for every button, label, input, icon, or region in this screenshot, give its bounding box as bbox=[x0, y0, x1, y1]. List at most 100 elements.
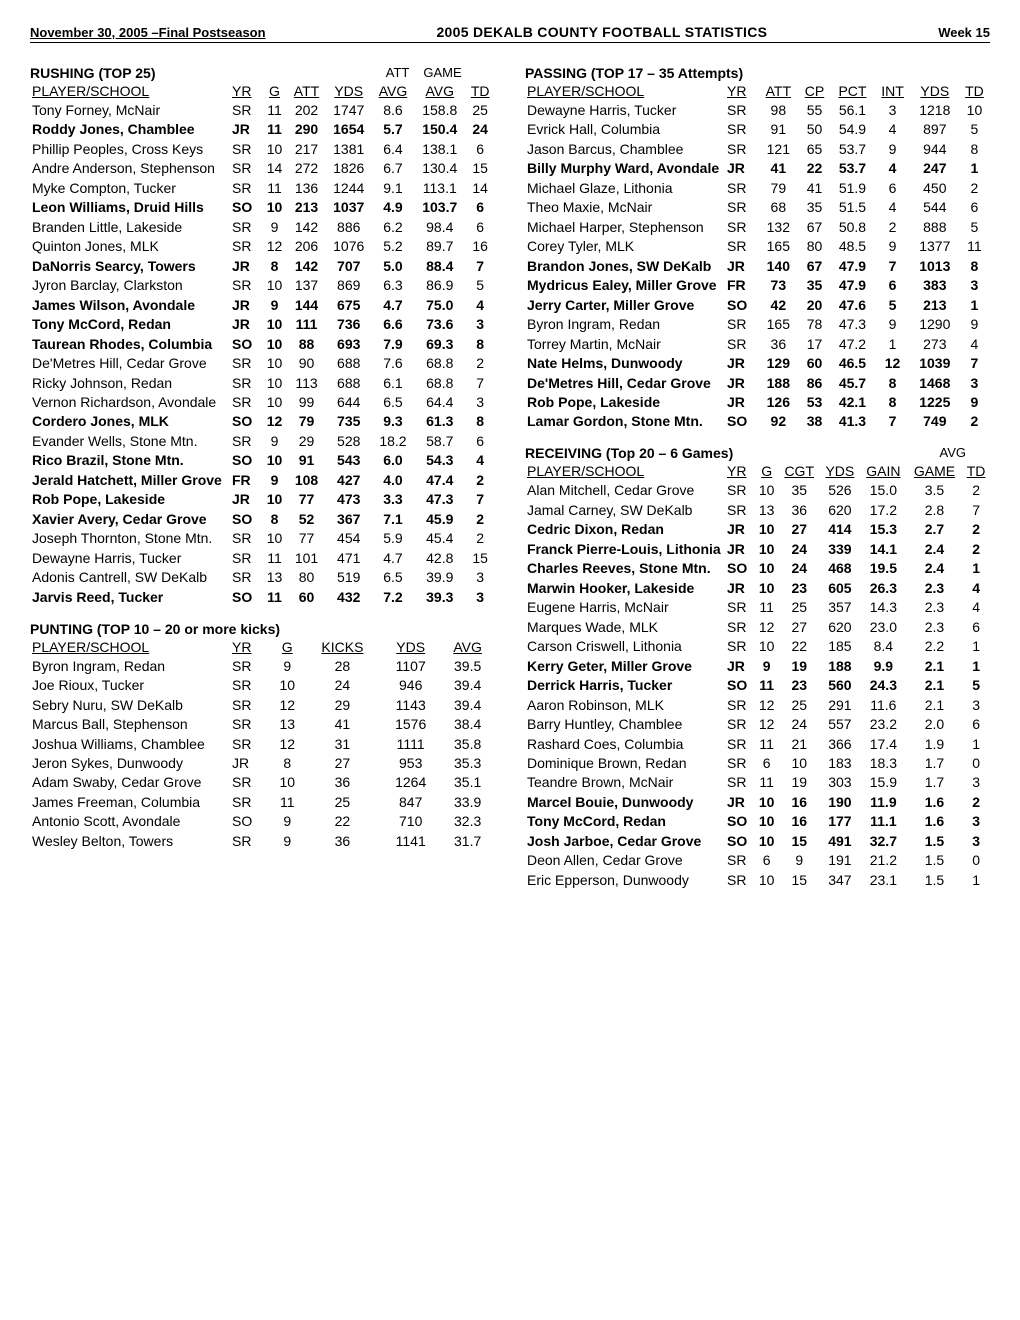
col-yr: YR bbox=[230, 82, 262, 100]
table-cell: SR bbox=[230, 792, 271, 811]
col-yds: YDS bbox=[326, 82, 372, 100]
table-cell: 4.0 bbox=[372, 470, 415, 489]
table-cell: 3 bbox=[962, 695, 990, 714]
table-cell: Byron Ingram, Redan bbox=[30, 656, 230, 675]
table-cell: Derrick Harris, Tucker bbox=[525, 676, 725, 695]
col-att: ATT bbox=[287, 82, 325, 100]
table-cell: 48.5 bbox=[831, 237, 875, 256]
table-row: Torrey Martin, McNairSR361747.212734 bbox=[525, 334, 990, 353]
table-cell: JR bbox=[725, 256, 758, 275]
table-cell: 47.3 bbox=[414, 490, 465, 509]
table-cell: SR bbox=[725, 139, 758, 158]
col-td: TD bbox=[962, 462, 990, 480]
table-cell: 10 bbox=[755, 870, 779, 889]
table-cell: 2 bbox=[465, 354, 495, 373]
table-cell: 158.8 bbox=[414, 100, 465, 119]
header-bar: November 30, 2005 –Final Postseason 2005… bbox=[30, 24, 990, 43]
table-cell: 2.0 bbox=[907, 715, 962, 734]
table-cell: 10 bbox=[755, 831, 779, 850]
table-row: James Wilson, AvondaleJR91446754.775.04 bbox=[30, 295, 495, 314]
table-cell: 1.7 bbox=[907, 773, 962, 792]
table-cell: Billy Murphy Ward, Avondale bbox=[525, 159, 725, 178]
table-cell: 88 bbox=[287, 334, 325, 353]
table-row: Myke Compton, TuckerSR1113612449.1113.11… bbox=[30, 178, 495, 197]
table-cell: 2 bbox=[962, 520, 990, 539]
table-cell: 291 bbox=[820, 695, 860, 714]
table-cell: 51.9 bbox=[831, 178, 875, 197]
table-cell: Eugene Harris, McNair bbox=[525, 598, 725, 617]
table-cell: 6 bbox=[874, 178, 910, 197]
table-cell: 150.4 bbox=[414, 120, 465, 139]
table-cell: Aaron Robinson, MLK bbox=[525, 695, 725, 714]
table-cell: James Wilson, Avondale bbox=[30, 295, 230, 314]
table-cell: 6.3 bbox=[372, 276, 415, 295]
table-cell: 1.5 bbox=[907, 851, 962, 870]
table-cell: 3 bbox=[465, 568, 495, 587]
table-cell: 675 bbox=[326, 295, 372, 314]
table-cell: 79 bbox=[758, 178, 798, 197]
table-cell: Joe Rioux, Tucker bbox=[30, 676, 230, 695]
table-cell: 1111 bbox=[381, 734, 440, 753]
table-cell: 620 bbox=[820, 617, 860, 636]
table-cell: 6 bbox=[962, 715, 990, 734]
table-cell: 7 bbox=[874, 256, 910, 275]
table-cell: 12 bbox=[262, 237, 288, 256]
table-cell: 15 bbox=[465, 159, 495, 178]
table-cell: Phillip Peoples, Cross Keys bbox=[30, 139, 230, 158]
col-gain: GAIN bbox=[860, 462, 907, 480]
table-row: Rob Pope, LakesideJR10774733.347.37 bbox=[30, 490, 495, 509]
table-cell: Jason Barcus, Chamblee bbox=[525, 139, 725, 158]
table-cell: 41 bbox=[798, 178, 830, 197]
table-cell: Barry Huntley, Chamblee bbox=[525, 715, 725, 734]
table-cell: 953 bbox=[381, 753, 440, 772]
table-cell: 869 bbox=[326, 276, 372, 295]
table-cell: 5 bbox=[465, 276, 495, 295]
table-cell: 53.7 bbox=[831, 139, 875, 158]
col-g: G bbox=[262, 82, 288, 100]
table-cell: 0 bbox=[962, 753, 990, 772]
table-cell: 3 bbox=[465, 393, 495, 412]
table-cell: 10 bbox=[262, 490, 288, 509]
table-cell: 25 bbox=[779, 598, 820, 617]
table-cell: 11.1 bbox=[860, 812, 907, 831]
table-cell: 21 bbox=[779, 734, 820, 753]
table-cell: 27 bbox=[304, 753, 381, 772]
table-row: Dominique Brown, RedanSR61018318.31.70 bbox=[525, 753, 990, 772]
table-cell: 55 bbox=[798, 100, 830, 119]
table-cell: JR bbox=[230, 295, 262, 314]
table-cell: Branden Little, Lakeside bbox=[30, 217, 230, 236]
table-cell: 6.6 bbox=[372, 315, 415, 334]
table-cell: 10 bbox=[271, 676, 304, 695]
table-cell: Michael Harper, Stephenson bbox=[525, 217, 725, 236]
table-row: Dewayne Harris, TuckerSR985556.13121810 bbox=[525, 100, 990, 119]
col-avggame: AVG bbox=[414, 82, 465, 100]
table-cell: 36 bbox=[304, 831, 381, 850]
table-cell: 45.9 bbox=[414, 509, 465, 528]
table-cell: Tony McCord, Redan bbox=[525, 812, 725, 831]
table-cell: 77 bbox=[287, 529, 325, 548]
table-cell: 2 bbox=[959, 412, 990, 431]
table-cell: 6 bbox=[962, 617, 990, 636]
table-cell: 710 bbox=[381, 812, 440, 831]
table-cell: 25 bbox=[304, 792, 381, 811]
table-cell: 2 bbox=[962, 481, 990, 500]
table-cell: 65 bbox=[798, 139, 830, 158]
col-td: TD bbox=[959, 82, 990, 100]
table-cell: 1143 bbox=[381, 695, 440, 714]
table-cell: 101 bbox=[287, 548, 325, 567]
table-cell: 24 bbox=[779, 539, 820, 558]
table-cell: 2.3 bbox=[907, 598, 962, 617]
table-cell: 471 bbox=[326, 548, 372, 567]
table-cell: SR bbox=[725, 237, 758, 256]
table-cell: SR bbox=[725, 734, 755, 753]
table-cell: 1747 bbox=[326, 100, 372, 119]
table-cell: 42.8 bbox=[414, 548, 465, 567]
table-cell: 2 bbox=[959, 178, 990, 197]
table-cell: 2.8 bbox=[907, 500, 962, 519]
table-cell: 1 bbox=[959, 159, 990, 178]
table-cell: SO bbox=[725, 559, 755, 578]
table-cell: 367 bbox=[326, 509, 372, 528]
table-cell: Joshua Williams, Chamblee bbox=[30, 734, 230, 753]
left-column: RUSHING (TOP 25) ATT GAME PLAYER/SCHOOL … bbox=[30, 57, 495, 890]
table-cell: 2 bbox=[962, 792, 990, 811]
